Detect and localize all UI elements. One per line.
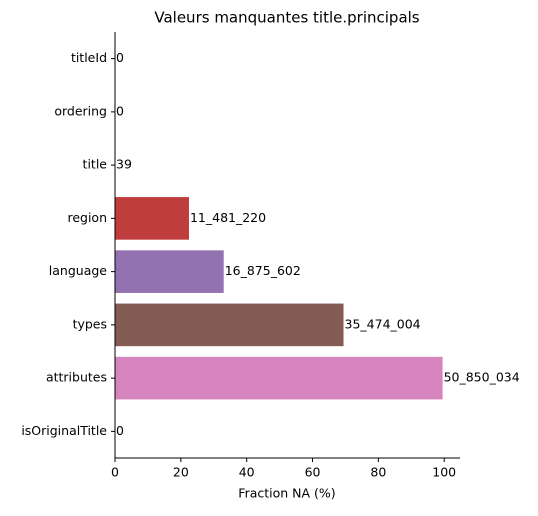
x-tick-label: 100 (432, 465, 456, 480)
bar-label: 35_474_004 (345, 316, 421, 331)
x-tick-label: 0 (111, 465, 119, 480)
bar (115, 357, 443, 400)
bar-label: 11_481_220 (190, 210, 266, 225)
y-tick-label: ordering (54, 103, 107, 118)
bar-label: 0 (116, 103, 124, 118)
x-tick-label: 80 (370, 465, 386, 480)
x-axis-label: Fraction NA (%) (238, 486, 335, 501)
y-tick-label: attributes (46, 370, 107, 385)
y-tick-label: title (83, 157, 108, 172)
y-tick-label: language (49, 263, 108, 278)
bar (115, 250, 224, 293)
bar-label: 50_850_034 (444, 370, 520, 385)
bar-label: 16_875_602 (225, 263, 301, 278)
x-tick-label: 20 (173, 465, 189, 480)
x-tick-label: 40 (239, 465, 255, 480)
bar-label: 0 (116, 50, 124, 65)
y-tick-label: titleId (71, 50, 107, 65)
y-tick-label: isOriginalTitle (21, 423, 107, 438)
bar-label: 0 (116, 423, 124, 438)
bar (115, 304, 344, 347)
y-tick-label: types (73, 316, 107, 331)
x-tick-label: 60 (305, 465, 321, 480)
y-tick-label: region (67, 210, 107, 225)
bar (115, 197, 189, 240)
chart-title: Valeurs manquantes title.principals (154, 9, 419, 27)
bar-label: 39 (116, 157, 132, 172)
